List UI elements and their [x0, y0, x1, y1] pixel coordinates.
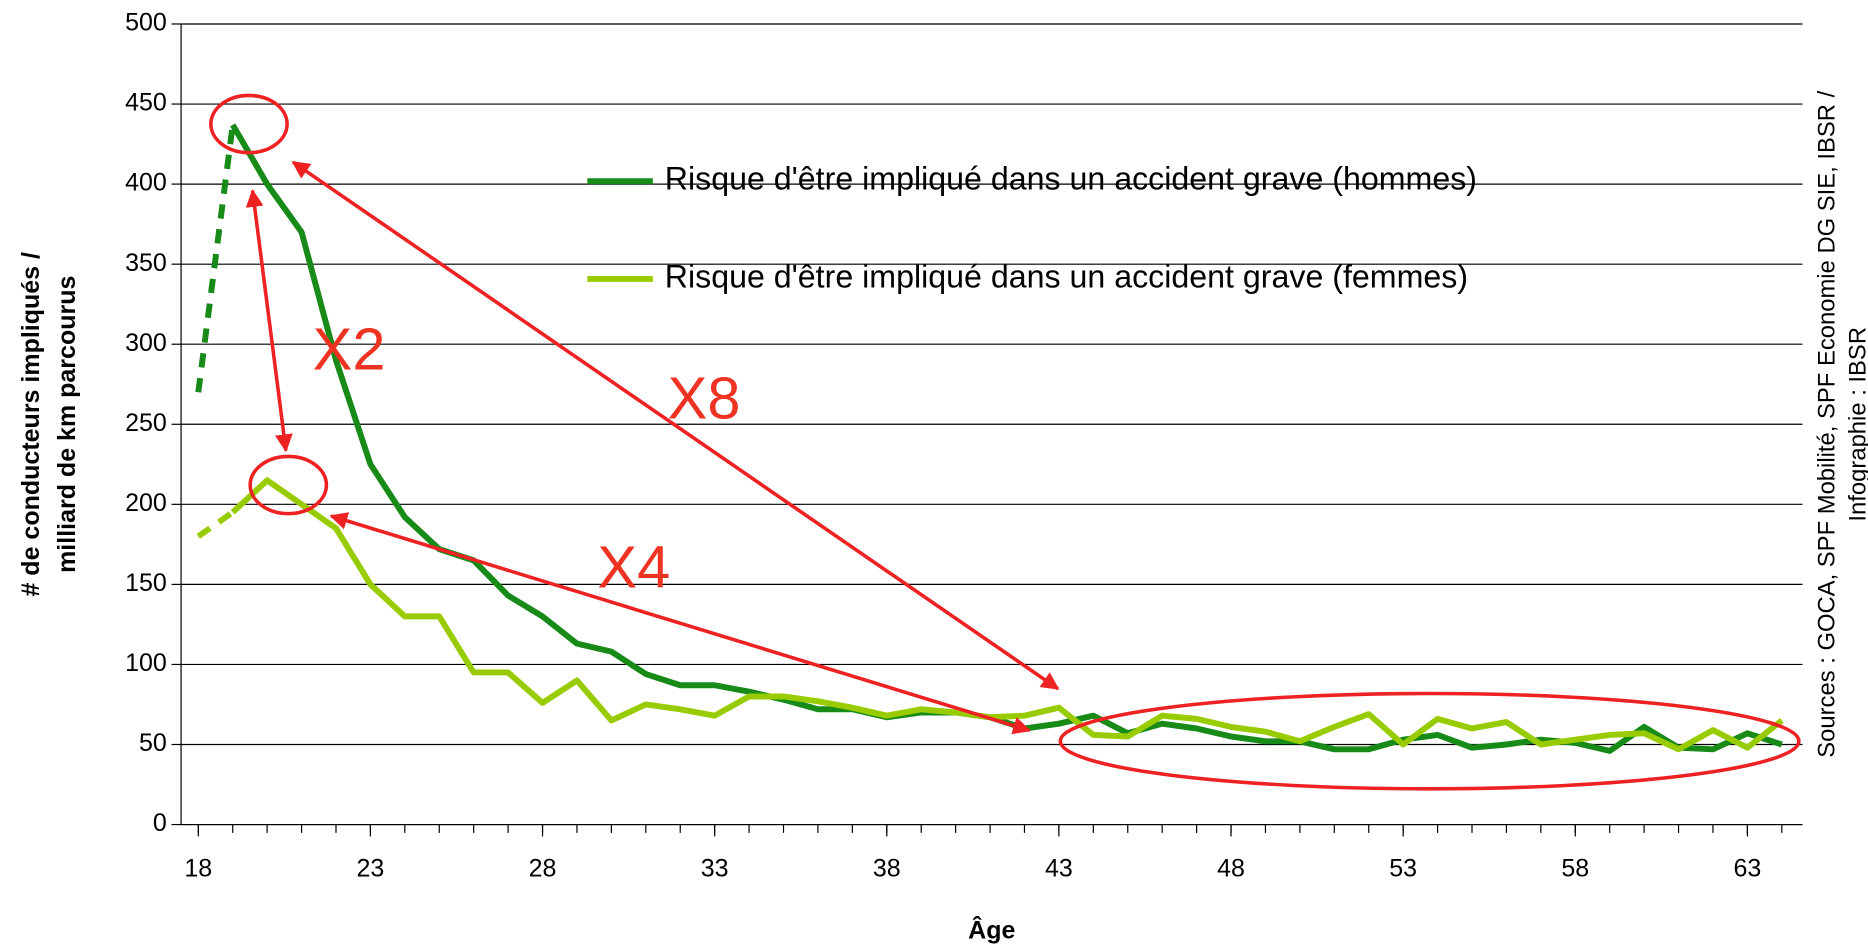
x-tick-label: 18 — [184, 854, 212, 882]
series-line — [230, 477, 1784, 753]
annotation: X8 — [668, 365, 741, 432]
y-tick-label: 150 — [125, 569, 167, 597]
legend-label: Risque d'être impliqué dans un accident … — [665, 161, 1477, 197]
arrow — [329, 512, 1032, 735]
series-line-start — [196, 509, 235, 539]
series-line-start — [195, 124, 236, 393]
y-tick-label: 0 — [153, 809, 167, 837]
y-axis-label-line: milliard de km parcourus — [53, 276, 81, 573]
y-axis-label-line: # de conducteurs impliqués / — [17, 252, 45, 597]
legend-label: Risque d'être impliqué dans un accident … — [665, 258, 1468, 294]
plot-area: 0 50 100 150 200 250 300 350 400 450 500 18 23 28 33 38… — [17, 9, 1868, 945]
y-tick-label: 200 — [125, 489, 167, 517]
annotation: X4 — [597, 534, 670, 601]
source-note: Sources : GOCA, SPF Mobilité, SPF Econom… — [1814, 90, 1868, 757]
highlight-ellipse — [209, 93, 289, 155]
arrow — [245, 189, 293, 453]
x-tick-label: 28 — [529, 854, 557, 882]
y-tick-label: 500 — [125, 9, 167, 37]
y-tick-label: 250 — [125, 409, 167, 437]
y-tick-label: 50 — [139, 729, 167, 757]
source-line: Sources : GOCA, SPF Mobilité, SPF Econom… — [1814, 90, 1841, 757]
y-tick-label: 400 — [125, 169, 167, 197]
annotation-shapes — [209, 93, 1801, 791]
highlight-ellipse — [1058, 691, 1801, 791]
source-line: Infographie : IBSR — [1845, 327, 1868, 522]
y-tick-label: 450 — [125, 89, 167, 117]
x-axis-label: Âge — [968, 914, 1015, 944]
x-tick-label: 53 — [1389, 854, 1417, 882]
y-tick-label: 300 — [125, 329, 167, 357]
y-tick-label: 350 — [125, 249, 167, 277]
x-tick-label: 38 — [873, 854, 901, 882]
y-tick-label: 100 — [125, 649, 167, 677]
x-tick-label: 23 — [357, 854, 385, 882]
annotation: X2 — [313, 316, 386, 383]
x-tick-label: 43 — [1045, 854, 1073, 882]
x-tick-label: 58 — [1561, 854, 1589, 882]
y-axis-label: # de conducteurs impliqués / milliard de … — [17, 252, 81, 597]
x-tick-label: 63 — [1733, 854, 1761, 882]
x-tick-label: 48 — [1217, 854, 1245, 882]
x-tick-label: 33 — [701, 854, 729, 882]
